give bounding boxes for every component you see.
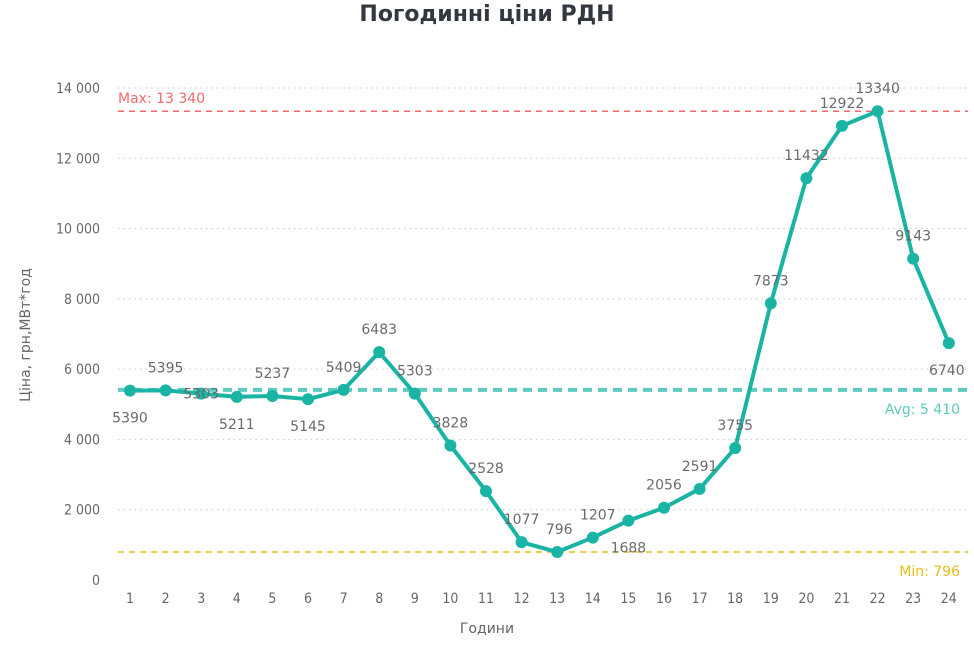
data-label: 5303 bbox=[397, 364, 433, 380]
x-tick-label: 23 bbox=[905, 591, 921, 607]
y-tick-label: 10 000 bbox=[56, 222, 100, 238]
chart-title: Погодинні ціни РДН bbox=[359, 2, 615, 27]
data-label: 1077 bbox=[504, 512, 540, 528]
data-label: 2591 bbox=[682, 459, 718, 475]
data-point bbox=[658, 501, 670, 514]
data-point bbox=[302, 393, 314, 406]
data-label: 3828 bbox=[433, 415, 469, 431]
data-point bbox=[907, 252, 920, 265]
data-label: 6740 bbox=[929, 363, 965, 379]
data-point bbox=[480, 485, 492, 498]
data-point bbox=[337, 383, 350, 396]
x-tick-label: 4 bbox=[233, 591, 241, 607]
x-tick-label: 6 bbox=[304, 591, 312, 607]
data-point bbox=[266, 389, 279, 402]
y-tick-label: 2 000 bbox=[64, 503, 100, 519]
reference-line-label: Max: 13 340 bbox=[118, 91, 205, 107]
data-point bbox=[586, 531, 599, 544]
data-label: 13340 bbox=[855, 81, 900, 97]
x-tick-label: 22 bbox=[870, 591, 886, 607]
x-tick-label: 7 bbox=[340, 591, 348, 607]
data-label: 2056 bbox=[646, 478, 682, 494]
x-axis-title: Години bbox=[460, 621, 514, 637]
data-label: 5211 bbox=[219, 417, 255, 433]
y-tick-label: 14 000 bbox=[56, 81, 100, 97]
reference-line-label: Avg: 5 410 bbox=[885, 402, 960, 418]
data-label: 5237 bbox=[255, 366, 291, 382]
y-tick-label: 12 000 bbox=[56, 151, 100, 167]
data-point bbox=[729, 442, 742, 455]
data-label: 5145 bbox=[290, 419, 326, 435]
x-tick-label: 19 bbox=[763, 591, 779, 607]
data-label: 5303 bbox=[183, 387, 219, 403]
x-tick-label: 24 bbox=[941, 591, 957, 607]
data-label: 7873 bbox=[753, 273, 789, 289]
data-point bbox=[764, 297, 777, 310]
data-point bbox=[195, 387, 208, 400]
x-tick-label: 17 bbox=[692, 591, 708, 607]
data-point bbox=[622, 514, 635, 527]
y-tick-label: 4 000 bbox=[64, 432, 100, 448]
data-label: 12922 bbox=[820, 96, 865, 112]
data-label: 1688 bbox=[611, 541, 647, 557]
data-point bbox=[373, 346, 386, 359]
x-tick-label: 14 bbox=[585, 591, 601, 607]
reference-line-label: Min: 796 bbox=[899, 564, 960, 580]
x-tick-label: 10 bbox=[442, 591, 458, 607]
data-label: 6483 bbox=[361, 322, 397, 338]
x-tick-label: 2 bbox=[162, 591, 170, 607]
x-tick-label: 5 bbox=[268, 591, 276, 607]
data-label: 5390 bbox=[112, 411, 148, 427]
y-tick-label: 0 bbox=[92, 573, 100, 589]
data-label: 796 bbox=[546, 522, 573, 538]
x-tick-label: 13 bbox=[549, 591, 565, 607]
data-point bbox=[159, 384, 172, 397]
data-point bbox=[693, 482, 706, 495]
x-tick-label: 3 bbox=[197, 591, 205, 607]
data-point bbox=[408, 387, 421, 400]
series-line bbox=[128, 109, 951, 555]
data-point bbox=[871, 105, 884, 118]
y-tick-label: 6 000 bbox=[64, 362, 100, 378]
x-tick-label: 12 bbox=[514, 591, 530, 607]
x-tick-label: 20 bbox=[798, 591, 814, 607]
x-tick-label: 1 bbox=[126, 591, 134, 607]
data-label: 5395 bbox=[148, 360, 184, 376]
data-label: 11432 bbox=[784, 148, 829, 164]
data-point bbox=[515, 536, 528, 549]
y-axis-title: Ціна, грн,МВт*год bbox=[18, 268, 34, 402]
data-point bbox=[942, 337, 955, 350]
data-label: 3755 bbox=[717, 418, 753, 434]
x-tick-label: 16 bbox=[656, 591, 672, 607]
y-tick-label: 8 000 bbox=[64, 292, 100, 308]
x-tick-label: 18 bbox=[727, 591, 743, 607]
data-point bbox=[836, 119, 848, 132]
data-point bbox=[444, 439, 457, 452]
data-point bbox=[551, 546, 564, 559]
x-tick-label: 21 bbox=[834, 591, 850, 607]
data-point bbox=[800, 172, 813, 185]
x-tick-label: 15 bbox=[620, 591, 636, 607]
x-tick-label: 11 bbox=[478, 591, 494, 607]
data-label: 1207 bbox=[580, 508, 616, 524]
data-point bbox=[230, 390, 243, 403]
data-point bbox=[124, 384, 136, 397]
x-tick-label: 8 bbox=[375, 591, 383, 607]
data-label: 9143 bbox=[895, 229, 931, 245]
data-label: 2528 bbox=[468, 461, 504, 477]
x-tick-label: 9 bbox=[411, 591, 419, 607]
data-label: 5409 bbox=[326, 360, 362, 376]
